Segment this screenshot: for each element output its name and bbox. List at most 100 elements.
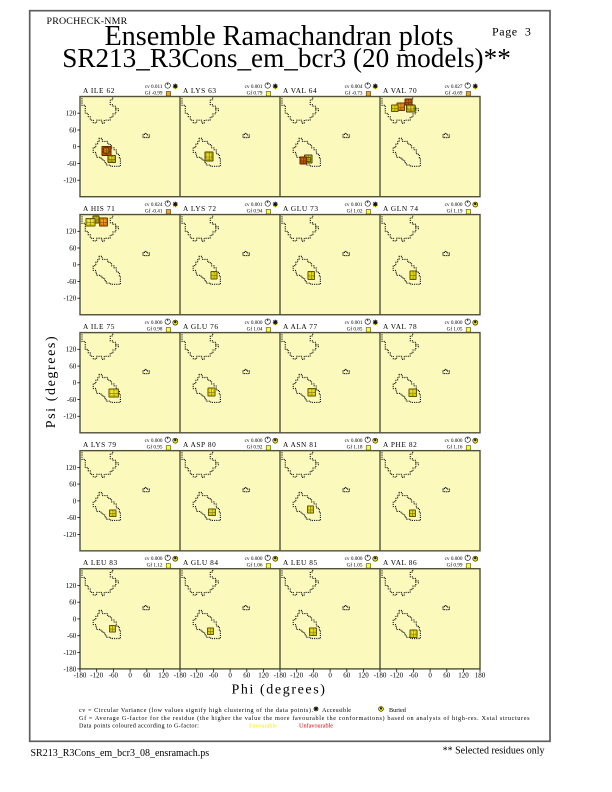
svg-text:Psi (degrees): Psi (degrees): [44, 335, 59, 429]
svg-text:** Selected residues only: ** Selected residues only: [443, 746, 545, 757]
svg-text:cv 0.000: cv 0.000: [245, 438, 263, 444]
svg-text:Data points coloured according: Data points coloured according to G-fact…: [79, 723, 199, 730]
svg-text:120: 120: [66, 346, 77, 354]
svg-text:60: 60: [69, 599, 77, 607]
svg-text:-60: -60: [209, 672, 219, 680]
svg-text:-120: -120: [63, 413, 76, 421]
svg-text:120: 120: [258, 672, 269, 680]
svg-text:-60: -60: [109, 672, 119, 680]
svg-text:cv 0.000: cv 0.000: [445, 438, 463, 444]
svg-text:120: 120: [66, 110, 77, 118]
svg-text:cv 0.000: cv 0.000: [445, 320, 463, 326]
svg-text:cv 0.000: cv 0.000: [145, 438, 163, 444]
svg-text:Page 3: Page 3: [492, 24, 532, 38]
svg-text:Gf 1.19: Gf 1.19: [447, 207, 463, 214]
svg-text:Favourable: Favourable: [249, 723, 277, 730]
svg-text:cv 0.000: cv 0.000: [145, 556, 163, 562]
svg-text:-120: -120: [63, 649, 76, 657]
svg-text:180: 180: [475, 672, 486, 680]
svg-text:cv 0.000: cv 0.000: [445, 556, 463, 562]
svg-text:Gf 0.94: Gf 0.94: [247, 207, 263, 214]
svg-text:A LEU 83: A LEU 83: [83, 558, 118, 567]
svg-text:-120: -120: [63, 177, 76, 185]
svg-text:Gf 1.02: Gf 1.02: [347, 207, 363, 214]
svg-text:cv 0.000: cv 0.000: [445, 202, 463, 208]
svg-text:Gf 0.98: Gf 0.98: [147, 325, 163, 332]
svg-text:A ILE 62: A ILE 62: [83, 86, 115, 95]
svg-text:120: 120: [158, 672, 169, 680]
svg-text:-180: -180: [174, 672, 187, 680]
svg-text:Accessible: Accessible: [322, 707, 351, 714]
svg-text:60: 60: [343, 672, 351, 680]
svg-text:Gf 0.79: Gf 0.79: [247, 89, 263, 96]
svg-text:120: 120: [358, 672, 369, 680]
svg-text:A ALA 77: A ALA 77: [283, 322, 318, 331]
svg-text:Gf -0.69: Gf -0.69: [445, 89, 463, 96]
svg-text:A LEU 85: A LEU 85: [283, 558, 318, 567]
svg-text:cv = Circular Variance (low va: cv = Circular Variance (low values signi…: [79, 707, 314, 714]
svg-text:A VAL 70: A VAL 70: [383, 86, 417, 95]
svg-text:Gf 1.16: Gf 1.16: [447, 443, 463, 450]
svg-text:0: 0: [428, 672, 432, 680]
svg-text:A LYS 79: A LYS 79: [83, 440, 117, 449]
svg-text:cv 0.011: cv 0.011: [145, 84, 163, 90]
svg-text:0: 0: [73, 143, 77, 151]
svg-text:cv 0.000: cv 0.000: [145, 320, 163, 326]
svg-text:Unfavourable: Unfavourable: [299, 723, 333, 730]
svg-text:-120: -120: [390, 672, 403, 680]
svg-text:cv 0.000: cv 0.000: [345, 556, 363, 562]
svg-text:-180: -180: [274, 672, 287, 680]
svg-text:Gf 1.18: Gf 1.18: [347, 443, 363, 450]
svg-text:120: 120: [458, 672, 469, 680]
svg-text:60: 60: [443, 672, 451, 680]
svg-text:60: 60: [69, 481, 77, 489]
svg-text:Gf 1.06: Gf 1.06: [247, 562, 263, 569]
svg-text:Gf -0.73: Gf -0.73: [345, 89, 363, 96]
svg-text:-180: -180: [374, 672, 387, 680]
svg-text:A GLU 76: A GLU 76: [183, 322, 219, 331]
svg-text:-60: -60: [67, 278, 77, 286]
svg-text:Gf -0.99: Gf -0.99: [145, 89, 163, 96]
svg-text:-120: -120: [290, 672, 303, 680]
svg-text:SR213_R3Cons_em_bcr3_08_ensram: SR213_R3Cons_em_bcr3_08_ensramach.ps: [31, 748, 210, 759]
svg-text:Gf 0.99: Gf 0.99: [447, 562, 463, 569]
svg-text:0: 0: [73, 261, 77, 269]
svg-text:-180: -180: [63, 665, 76, 673]
svg-text:cv 0.001: cv 0.001: [245, 84, 263, 90]
svg-text:A LYS 63: A LYS 63: [183, 86, 217, 95]
svg-text:0: 0: [128, 672, 132, 680]
svg-text:A ASP 80: A ASP 80: [183, 440, 216, 449]
svg-text:0: 0: [73, 379, 77, 387]
svg-text:cv 0.001: cv 0.001: [245, 202, 263, 208]
svg-text:cv 0.024: cv 0.024: [145, 202, 163, 208]
svg-text:SR213_R3Cons_em_bcr3 (20 model: SR213_R3Cons_em_bcr3 (20 models)**: [62, 43, 511, 73]
svg-text:-120: -120: [63, 295, 76, 303]
svg-text:Buried: Buried: [389, 707, 407, 714]
svg-text:Gf 1.12: Gf 1.12: [147, 562, 163, 569]
svg-text:0: 0: [73, 615, 77, 623]
svg-text:-120: -120: [63, 531, 76, 539]
svg-text:Gf = Average G-factor for the: Gf = Average G-factor for the residue (t…: [79, 715, 530, 722]
svg-text:-60: -60: [67, 632, 77, 640]
svg-text:A ASN 81: A ASN 81: [283, 440, 318, 449]
svg-text:-60: -60: [409, 672, 419, 680]
svg-text:A GLU 84: A GLU 84: [183, 558, 219, 567]
svg-text:Gf -0.41: Gf -0.41: [145, 207, 163, 214]
svg-text:60: 60: [69, 363, 77, 371]
svg-text:Gf 1.05: Gf 1.05: [447, 325, 463, 332]
svg-text:60: 60: [243, 672, 251, 680]
svg-text:cv 0.000: cv 0.000: [345, 438, 363, 444]
svg-text:cv 0.027: cv 0.027: [445, 84, 463, 90]
svg-text:-60: -60: [309, 672, 319, 680]
svg-text:Ensemble Ramachandran plots: Ensemble Ramachandran plots: [104, 21, 453, 52]
svg-text:cv 0.001: cv 0.001: [345, 202, 363, 208]
svg-text:60: 60: [69, 126, 77, 134]
svg-text:Gf 1.04: Gf 1.04: [247, 325, 263, 332]
svg-text:A GLN 74: A GLN 74: [383, 204, 419, 213]
svg-text:Gf 1.05: Gf 1.05: [347, 562, 363, 569]
svg-text:120: 120: [66, 464, 77, 472]
svg-text:Phi (degrees): Phi (degrees): [231, 683, 326, 698]
svg-text:PROCHECK-NMR: PROCHECK-NMR: [47, 16, 128, 27]
svg-text:-180: -180: [74, 672, 87, 680]
svg-text:A ILE 75: A ILE 75: [83, 322, 115, 331]
